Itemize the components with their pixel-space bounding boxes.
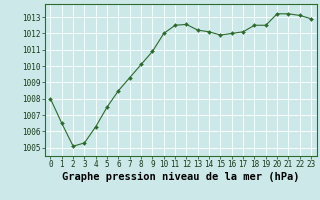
X-axis label: Graphe pression niveau de la mer (hPa): Graphe pression niveau de la mer (hPa) (62, 172, 300, 182)
